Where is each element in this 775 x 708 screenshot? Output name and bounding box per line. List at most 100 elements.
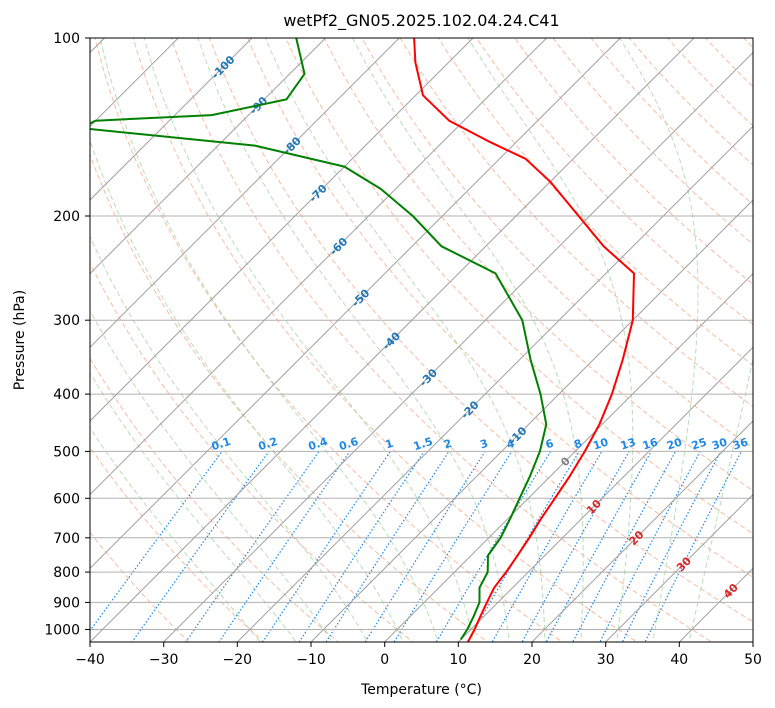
mixing-ratio-label: 4 [505, 437, 517, 452]
y-tick-label: 1000 [44, 623, 80, 639]
mixing-ratio-line [364, 451, 486, 642]
chart-title: wetPf2_GN05.2025.102.04.24.C41 [283, 11, 559, 31]
mixing-ratio-line [435, 451, 552, 642]
isotherm-line [90, 38, 695, 642]
mixing-ratio-label: 25 [690, 436, 709, 453]
mixing-ratio-label: 0.1 [210, 435, 233, 453]
y-tick-label: 900 [53, 595, 80, 611]
x-tick-label: 0 [380, 652, 389, 668]
isotherm-line [90, 38, 180, 128]
dry-adiabat-line [132, 38, 638, 642]
isotherm-line [604, 493, 753, 642]
x-tick-label: −10 [296, 652, 326, 668]
plot-area: 0.1 0.2 0.4 0.6 1 1.5 2 3 4 6 8 10 13 16 20 25 30 36-100-… [90, 38, 753, 642]
dry-adiabat-line [170, 38, 713, 642]
mixing-ratio-label: 2 [442, 437, 453, 452]
isotherm-line [90, 38, 622, 570]
mixing-ratio-line [131, 451, 270, 642]
moist-adiabat-line [619, 38, 699, 642]
isotherm-line [236, 125, 753, 642]
isotherm-line [90, 38, 253, 201]
dry-adiabat-line [476, 38, 753, 326]
x-tick-label: 50 [744, 652, 762, 668]
dry-adiabat-line [90, 153, 489, 642]
mixing-ratio-line [184, 451, 320, 642]
moist-adiabat-line [90, 235, 369, 642]
dry-adiabat-line [90, 261, 414, 642]
moist-adiabat-line [99, 38, 440, 642]
y-tick-label: 600 [53, 491, 80, 507]
mixing-ratio-label: 0.2 [257, 435, 280, 453]
mixing-ratio-line [393, 451, 513, 642]
pressure-gridlines [90, 38, 753, 630]
mixing-ratio-label: 10 [591, 435, 610, 452]
isotherm-line [90, 38, 401, 349]
mixing-ratio-label: 0.6 [337, 435, 360, 453]
isotherm-line [90, 38, 474, 422]
dry-adiabat-line [399, 38, 753, 408]
mixing-ratio-line [325, 451, 450, 642]
mixing-ratio-label: 1.5 [412, 435, 435, 453]
dry-adiabat-line [552, 38, 753, 245]
mixing-ratio-label: 20 [665, 435, 684, 452]
mixing-ratio-label: 36 [731, 435, 750, 452]
x-tick-label: 40 [670, 652, 688, 668]
dry-adiabat-line [437, 38, 753, 366]
mixing-ratio-label: 1 [384, 437, 395, 452]
y-tick-label: 400 [53, 387, 80, 403]
dry-adiabat-line [590, 38, 753, 206]
dry-adiabat-line [90, 357, 340, 642]
x-tick-label: −30 [149, 652, 179, 668]
y-tick-label: 300 [53, 313, 80, 329]
mixing-ratio-label: 13 [619, 436, 638, 453]
isotherm-line [90, 38, 548, 496]
moist-adiabat-line [688, 356, 753, 642]
x-tick-label: 10 [449, 652, 467, 668]
y-tick-label: 700 [53, 531, 80, 547]
moist-adiabat-line [90, 309, 333, 642]
dry-adiabat-line [208, 38, 753, 623]
plot-frame [89, 37, 754, 643]
dry-adiabat-line [514, 38, 753, 285]
y-tick-label: 200 [53, 209, 80, 225]
isotherm-line [383, 272, 753, 642]
mixing-ratio-line [218, 451, 351, 642]
mixing-ratio-line [621, 451, 722, 642]
sounding-profiles [90, 38, 635, 642]
mixing-ratio-label: 8 [572, 437, 583, 452]
isotherm-line [531, 420, 753, 642]
x-tick-label: 30 [597, 652, 615, 668]
mixing-ratio-label: 6 [544, 437, 556, 452]
y-tick-label: 800 [53, 565, 80, 581]
temperature-profile [413, 38, 635, 642]
mixing-ratio-line [644, 451, 743, 642]
y-tick-label: 100 [53, 31, 80, 47]
moist-adiabat-line [143, 38, 475, 642]
isotherms [90, 38, 753, 642]
dewpoint-profile [90, 38, 548, 641]
x-tick-label: −20 [223, 652, 253, 668]
mixing-ratio-label: 3 [478, 437, 489, 452]
isotherm-line [310, 199, 753, 642]
x-axis: −40 −30 −20 −10 0 10 20 30 40 50 [75, 642, 762, 668]
mixing-ratio-label: 16 [641, 435, 660, 452]
isotherm-line [90, 38, 327, 275]
y-axis: 100 200 300 400 500 600 700 800 900 1000 [44, 31, 90, 639]
mixing-ratio-line [599, 451, 701, 642]
isotherm-line [162, 51, 753, 642]
dry-adiabat-line [285, 38, 753, 535]
x-tick-label: 20 [523, 652, 541, 668]
mixing-ratio-line [521, 451, 630, 642]
mixing-ratio-label: 30 [710, 435, 729, 452]
y-tick-label: 500 [53, 444, 80, 460]
dry-adiabat-line [361, 38, 753, 449]
isotherm-line [457, 346, 753, 642]
dry-adiabat-line [323, 38, 753, 492]
x-axis-label: Temperature (°C) [360, 682, 482, 698]
x-tick-label: −40 [75, 652, 105, 668]
mixing-ratio-label: 0.4 [307, 435, 330, 453]
y-axis-label: Pressure (hPa) [12, 290, 28, 390]
mixing-ratio-line [491, 451, 603, 642]
